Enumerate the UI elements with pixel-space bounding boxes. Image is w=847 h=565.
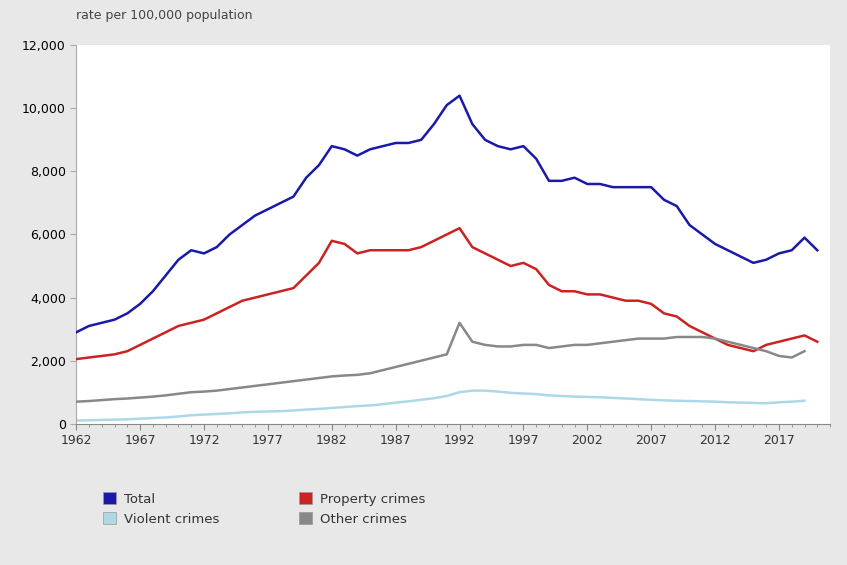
Legend: Total, Violent crimes, Property crimes, Other crimes: Total, Violent crimes, Property crimes, … <box>98 487 430 531</box>
Text: rate per 100,000 population: rate per 100,000 population <box>76 10 252 23</box>
